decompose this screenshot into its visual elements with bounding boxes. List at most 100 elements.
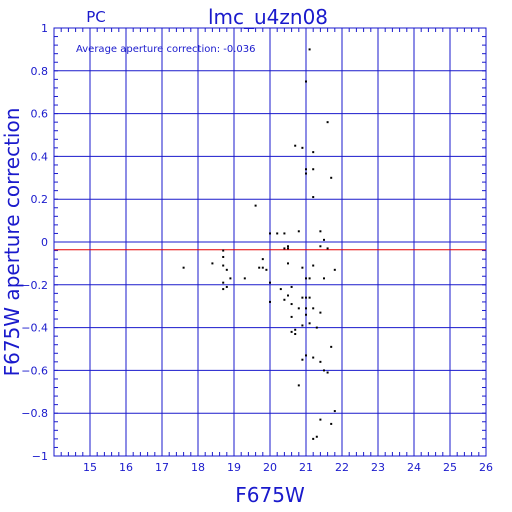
data-point <box>258 266 261 269</box>
data-point <box>319 418 322 421</box>
data-point <box>312 307 315 310</box>
x-tick-label: 25 <box>443 461 457 474</box>
data-point <box>326 247 329 250</box>
data-point <box>323 277 325 280</box>
y-tick-label: 0.2 <box>31 193 49 206</box>
data-point <box>308 296 311 299</box>
data-point <box>330 345 333 348</box>
data-point <box>312 196 315 199</box>
x-tick-label: 18 <box>191 461 205 474</box>
data-point <box>254 204 257 207</box>
data-point <box>287 247 289 250</box>
data-point <box>287 262 289 265</box>
x-tick-label: 17 <box>155 461 169 474</box>
data-point <box>297 230 300 233</box>
data-point <box>225 268 228 271</box>
y-tick-label: 1 <box>41 22 48 35</box>
x-tick-label: 26 <box>479 461 493 474</box>
data-point <box>308 322 311 325</box>
data-point <box>287 245 289 248</box>
data-point <box>222 264 225 267</box>
data-point <box>312 168 315 171</box>
data-point <box>290 303 293 306</box>
plot-frame <box>53 27 487 457</box>
data-points <box>182 48 336 440</box>
data-point <box>276 232 279 235</box>
data-point <box>290 315 293 318</box>
y-tick-label: 0.6 <box>31 108 49 121</box>
data-point <box>265 268 268 271</box>
x-tick-label: 22 <box>335 461 349 474</box>
x-tick-label: 16 <box>119 461 133 474</box>
data-point <box>301 266 304 269</box>
average-correction-annotation: Average aperture correction: -0.036 <box>76 44 256 55</box>
x-tick-label: 24 <box>407 461 421 474</box>
data-point <box>315 326 318 329</box>
data-point <box>319 311 322 314</box>
y-tick-label: 0 <box>41 236 48 249</box>
data-point <box>330 176 333 179</box>
x-tick-label: 15 <box>83 461 97 474</box>
data-point <box>326 121 329 124</box>
data-point <box>305 172 307 175</box>
data-point <box>294 333 297 336</box>
data-point <box>319 245 322 248</box>
data-point <box>222 288 225 291</box>
data-point <box>312 356 315 359</box>
data-point <box>294 144 297 147</box>
data-point <box>315 435 318 438</box>
data-point <box>290 285 293 288</box>
data-point <box>301 146 304 149</box>
data-point <box>326 371 329 374</box>
data-point <box>301 324 304 327</box>
data-point <box>305 354 307 357</box>
camera-label: PC <box>86 8 106 26</box>
data-point <box>290 330 293 333</box>
data-point <box>305 277 307 280</box>
data-point <box>305 168 307 171</box>
data-point <box>319 360 322 363</box>
data-point <box>269 232 271 235</box>
data-point <box>283 247 286 250</box>
data-point <box>333 268 336 271</box>
y-axis-label: F675W aperture correction <box>0 108 24 377</box>
y-tick-label: −0.6 <box>21 364 48 377</box>
x-tick-label: 23 <box>371 461 385 474</box>
data-point <box>225 285 228 288</box>
data-point <box>222 281 225 284</box>
data-point <box>294 328 297 331</box>
minor-ticks <box>53 27 487 457</box>
data-point <box>222 255 225 258</box>
x-tick-label: 20 <box>263 461 277 474</box>
data-point <box>319 230 322 233</box>
data-point <box>330 422 333 425</box>
data-point <box>222 249 225 252</box>
data-point <box>269 300 271 303</box>
data-point <box>308 277 311 280</box>
data-point <box>283 232 286 235</box>
x-tick-label: 21 <box>299 461 313 474</box>
data-point <box>305 80 307 83</box>
y-tick-label: 0.4 <box>31 150 49 163</box>
data-point <box>279 288 282 291</box>
data-point <box>312 151 315 154</box>
y-tick-label: −0.2 <box>21 279 48 292</box>
data-point <box>323 238 325 241</box>
data-point <box>312 437 315 440</box>
data-point <box>182 266 185 269</box>
data-point <box>333 410 336 413</box>
y-tick-label: −0.4 <box>21 322 48 335</box>
data-point <box>305 296 307 299</box>
data-point <box>308 48 311 51</box>
y-tick-label: −1 <box>32 450 48 463</box>
x-tick-labels: 15 16 17 18 19 20 21 22 23 24 25 26 <box>83 461 493 474</box>
chart-title: lmc_u4zn08 <box>208 5 328 29</box>
data-point <box>305 313 307 316</box>
data-point <box>312 264 315 267</box>
data-point <box>211 262 214 265</box>
data-point <box>261 258 264 261</box>
data-point <box>243 277 246 280</box>
data-point <box>261 266 264 269</box>
